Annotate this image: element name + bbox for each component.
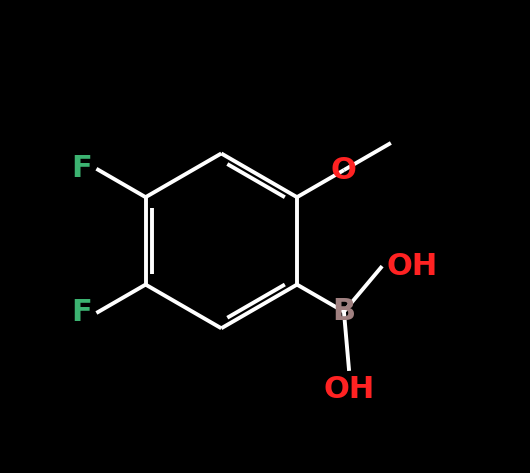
Text: O: O	[331, 156, 357, 184]
Text: F: F	[71, 154, 92, 183]
Text: B: B	[332, 297, 356, 326]
Text: OH: OH	[386, 252, 438, 280]
Text: OH: OH	[323, 375, 375, 404]
Text: F: F	[71, 298, 92, 327]
